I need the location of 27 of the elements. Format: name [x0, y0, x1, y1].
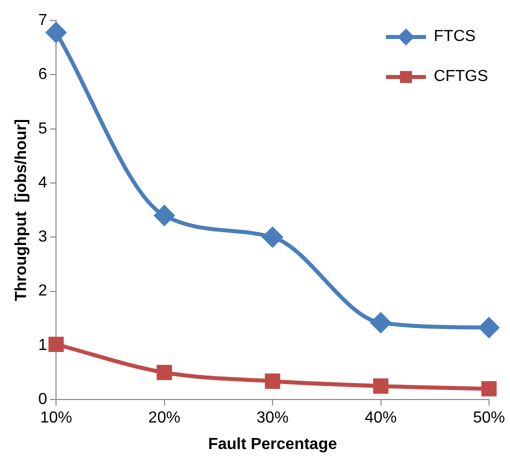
point: [46, 22, 66, 43]
point: [48, 336, 64, 352]
legend-label: CFTGS: [434, 68, 488, 86]
x-axis-title: Fault Percentage: [208, 436, 338, 453]
y-tick-label: 6: [38, 66, 48, 84]
y-tick-label: 1: [38, 336, 48, 354]
point: [156, 364, 172, 380]
point: [264, 374, 280, 389]
point: [373, 378, 388, 394]
y-tick-label: 7: [38, 12, 48, 30]
point: [262, 227, 283, 248]
x-tick-label: 40%: [364, 410, 397, 427]
x-tick-label: 10%: [40, 410, 72, 427]
legend-label: FTCS: [434, 28, 476, 46]
point: [370, 312, 391, 333]
y-tick-label: 0: [38, 391, 48, 408]
point: [481, 381, 497, 396]
x-tick-label: 30%: [256, 410, 289, 427]
y-tick-label: 5: [38, 120, 48, 138]
x-tick-label: 50%: [472, 410, 506, 427]
y-tick-label: 3: [38, 228, 48, 246]
x-tick-label: 20%: [148, 410, 180, 427]
point: [154, 206, 174, 226]
point: [478, 318, 499, 338]
y-tick-label: 4: [38, 174, 48, 192]
y-tick-label: 2: [38, 282, 48, 300]
y-axis-title: Throughput [jobs/hour]: [13, 119, 30, 302]
